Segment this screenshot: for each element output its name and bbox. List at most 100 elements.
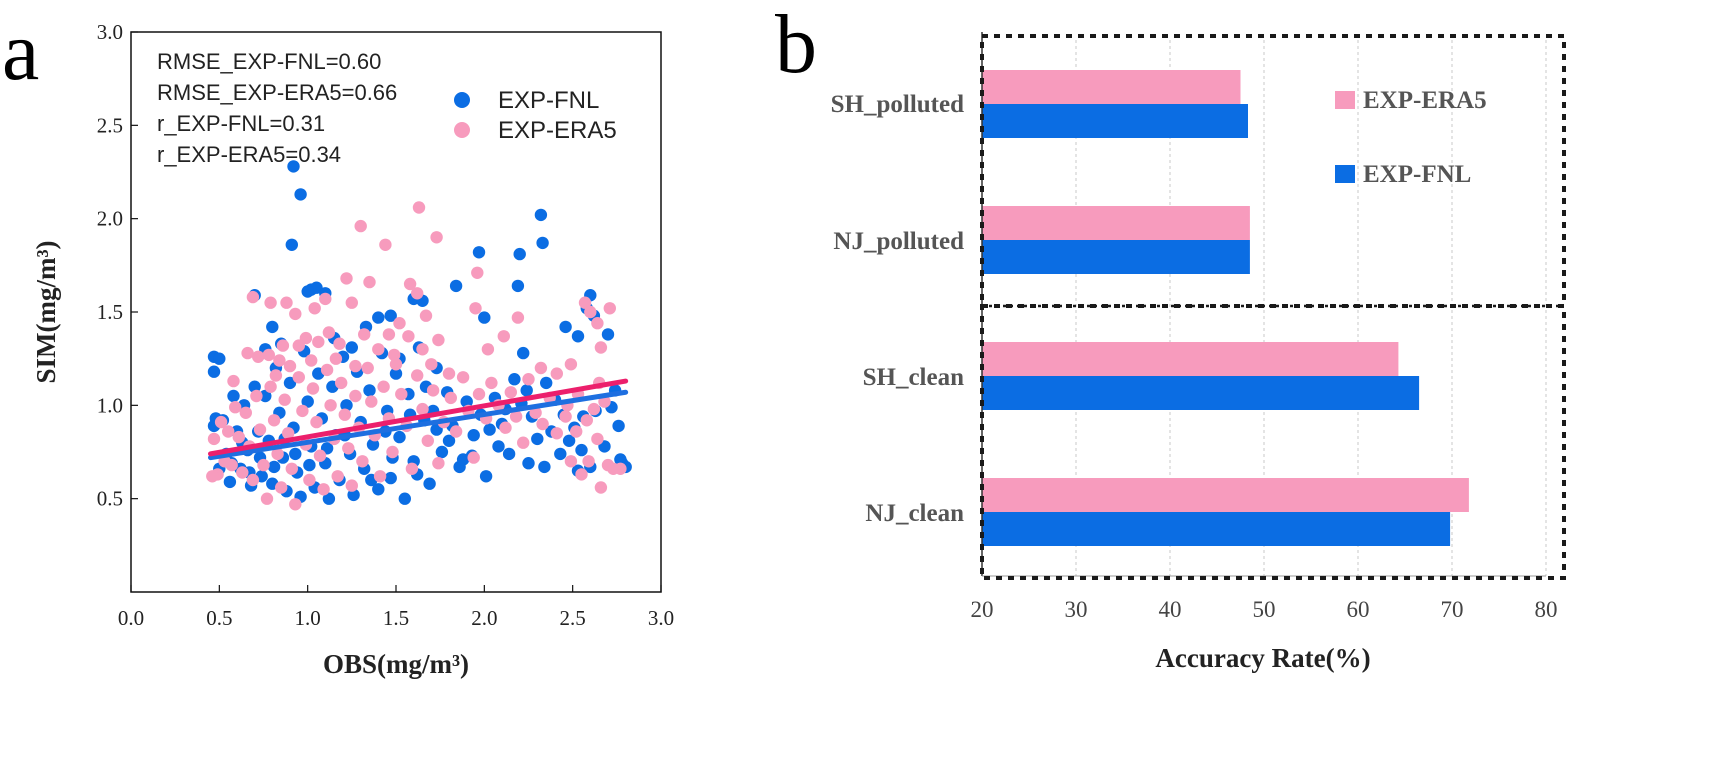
bar-x-tick-label: 20 — [971, 597, 994, 622]
scatter-point — [416, 402, 429, 416]
scatter-point — [372, 311, 385, 324]
scatter-point — [612, 419, 625, 433]
scatter-point — [425, 358, 438, 371]
scatter-point — [564, 358, 578, 371]
bar-x-tick-label: 50 — [1253, 597, 1276, 622]
scatter-point — [393, 317, 406, 330]
scatter-x-axis-title: OBS(mg/m³) — [323, 649, 469, 679]
scatter-point — [442, 367, 456, 380]
x-tick-label: 2.0 — [471, 606, 497, 630]
bar-sh-polluted-exp-era5 — [982, 70, 1241, 104]
scatter-point — [345, 296, 358, 309]
bar-sh-clean-exp-fnl — [982, 376, 1420, 410]
scatter-point — [384, 471, 397, 485]
scatter-point — [366, 438, 380, 451]
scatter-point — [335, 376, 348, 390]
scatter-point — [508, 373, 521, 386]
scatter-point — [559, 410, 572, 423]
scatter-point — [207, 432, 221, 446]
x-tick-label: 1.5 — [383, 606, 409, 630]
scatter-y-axis-title: SIM(mg/m³) — [31, 240, 61, 383]
scatter-point — [517, 346, 530, 360]
scatter-point — [571, 330, 585, 343]
bar-x-ticks: 20 30 40 50 60 70 80 — [971, 597, 1558, 622]
scatter-point — [578, 296, 592, 309]
scatter-point — [267, 460, 281, 474]
stat-rmse-exp-fnl: RMSE_EXP-FNL=0.60 — [157, 49, 381, 74]
scatter-point — [419, 309, 433, 322]
scatter-point — [267, 414, 281, 427]
scatter-point — [513, 247, 526, 261]
clean-group-outline — [980, 304, 1566, 580]
scatter-point — [377, 380, 390, 393]
panel-label-b: b — [775, 0, 817, 91]
scatter-point — [342, 442, 355, 455]
scatter-point — [236, 466, 249, 479]
scatter-point — [248, 380, 261, 393]
bar-nj-polluted-exp-era5 — [982, 206, 1250, 240]
scatter-point — [412, 201, 426, 214]
scatter-point — [522, 457, 535, 470]
scatter-point — [517, 436, 530, 449]
stat-r-exp-fnl: r_EXP-FNL=0.31 — [157, 111, 325, 136]
category-label-nj-polluted: NJ_polluted — [833, 228, 964, 255]
scatter-point — [373, 470, 387, 483]
legend-marker-exp-era5 — [454, 122, 470, 138]
bar-legend: EXP-ERA5 EXP-FNL — [1335, 87, 1487, 188]
scatter-point — [432, 457, 445, 470]
scatter-point — [345, 341, 358, 354]
scatter-point — [305, 354, 318, 367]
bar-x-tick-label: 80 — [1535, 597, 1558, 622]
scatter-point — [262, 348, 275, 362]
scatter-point — [511, 311, 525, 324]
scatter-point — [283, 376, 297, 390]
scatter-point — [361, 361, 374, 375]
scatter-point — [554, 447, 567, 461]
scatter-point — [534, 208, 548, 222]
scatter-point — [227, 374, 240, 388]
x-tick-label: 0.0 — [118, 606, 144, 630]
legend-label-exp-fnl: EXP-FNL — [498, 87, 599, 114]
scatter-axes: 0.0 0.5 1.0 1.5 2.0 2.5 3.0 0.5 1.0 1.5 2.0 2.5 3.0 — [97, 20, 674, 630]
scatter-point — [319, 292, 332, 306]
scatter-point — [603, 302, 616, 315]
scatter-point — [591, 317, 604, 330]
scatter-point — [363, 384, 376, 397]
legend-label-exp-era5: EXP-ERA5 — [498, 117, 617, 144]
scatter-point — [310, 415, 323, 429]
y-tick-label: 1.5 — [97, 300, 123, 324]
stat-r-exp-era5: r_EXP-ERA5=0.34 — [157, 142, 341, 167]
bar-nj-polluted-exp-fnl — [982, 240, 1250, 274]
stat-rmse-exp-era5: RMSE_EXP-ERA5=0.66 — [157, 80, 397, 105]
scatter-point — [340, 272, 353, 285]
scatter-point — [229, 401, 242, 414]
scatter-point — [442, 434, 456, 447]
scatter-point — [388, 348, 401, 362]
scatter-point — [253, 423, 267, 436]
bar-nj-clean-exp-fnl — [982, 512, 1451, 546]
scatter-point — [456, 371, 470, 384]
scatter-point — [275, 481, 288, 494]
scatter-point — [354, 219, 367, 233]
scatter-point — [584, 305, 597, 319]
scatter-point — [403, 277, 417, 291]
scatter-point — [322, 492, 336, 505]
scatter-point — [497, 330, 510, 343]
scatter-point — [214, 415, 228, 429]
scatter-plot: 0.0 0.5 1.0 1.5 2.0 2.5 3.00.51.01.52.02.53.0 … — [31, 20, 674, 679]
y-tick-label: 0.5 — [97, 487, 123, 511]
scatter-point — [227, 389, 240, 403]
scatter-point — [421, 434, 434, 447]
scatter-point — [289, 307, 302, 321]
scatter-point — [303, 473, 316, 487]
scatter-point — [257, 458, 270, 472]
scatter-point — [322, 326, 336, 339]
scatter-point — [358, 328, 371, 341]
scatter-point — [509, 410, 523, 423]
scatter-point — [301, 285, 314, 298]
scatter-point — [349, 389, 362, 403]
scatter-point — [324, 399, 337, 412]
scatter-point — [333, 337, 346, 350]
fit-line-exp-fnl — [208, 389, 629, 461]
legend-label-exp-era5-b: EXP-ERA5 — [1363, 87, 1487, 114]
